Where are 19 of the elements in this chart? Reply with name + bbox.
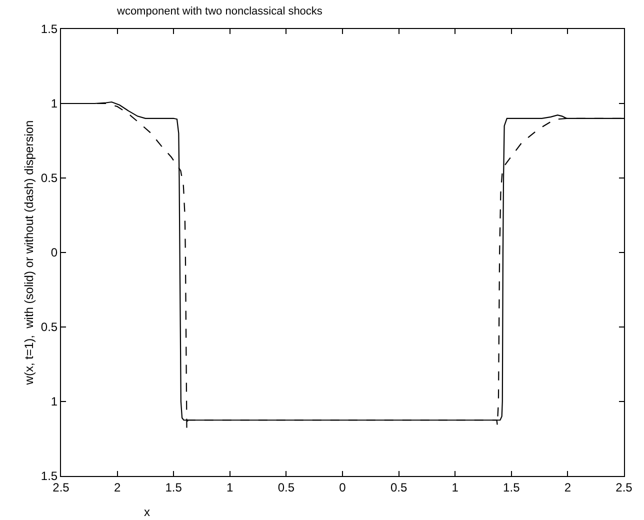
x-tick-label: 1.5	[503, 480, 520, 494]
y-tick-label: 1	[50, 394, 58, 409]
x-tick-label: 2	[114, 480, 121, 494]
x-tick-label: 1	[452, 480, 459, 494]
x-tick-label: 1	[226, 480, 234, 494]
chart-title: wcomponent with two nonclassical shocks	[116, 6, 323, 18]
y-tick-label: 0.5	[40, 320, 58, 334]
y-tick-label: 0.5	[40, 171, 58, 186]
x-tick-label: 0.5	[390, 480, 408, 494]
y-tick-label: 1	[50, 96, 58, 111]
y-tick-label: 1.5	[40, 22, 58, 36]
y-tick-label: 0	[50, 246, 58, 260]
x-tick-label: 0	[339, 480, 346, 494]
y-axis-title: w(x, t=1), with (solid) or without (dash) dispersion	[22, 120, 36, 386]
x-tick-label: 2.5	[616, 480, 633, 494]
x-tick-label: 0.5	[278, 480, 295, 494]
x-tick-label: 1.5	[165, 480, 182, 494]
x-tick-label: 2	[564, 480, 572, 494]
x-axis-title: x	[144, 505, 150, 519]
